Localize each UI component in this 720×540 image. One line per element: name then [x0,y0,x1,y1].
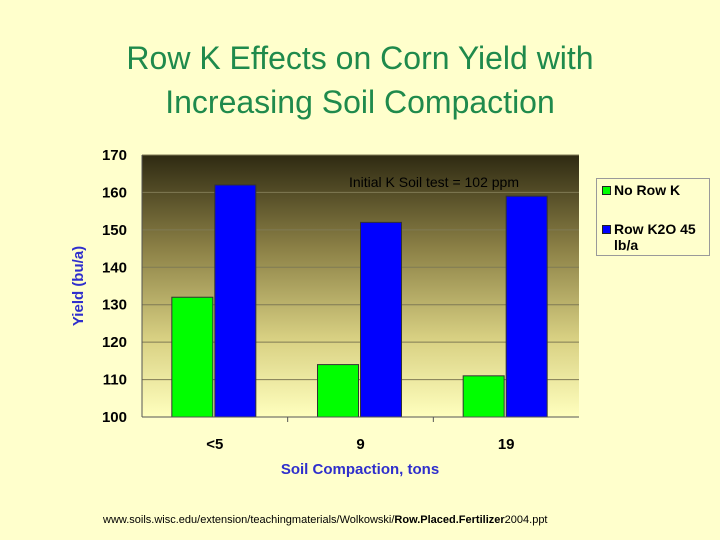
y-tick-label-110: 110 [103,372,127,389]
chart-title-line-1: Row K Effects on Corn Yield with [126,40,594,76]
y-axis-label: Yield (bu/a) [70,246,87,326]
bars [171,184,548,418]
legend-label-row-k2o-text: Row K2O 45 lb/a [614,221,696,253]
chart-title: Row K Effects on Corn Yield with Increas… [0,36,720,124]
y-tick-label-130: 130 [102,297,127,314]
x-axis-label: Soil Compaction, tons [281,461,439,478]
y-tick-label-150: 150 [102,222,127,239]
source-footer: www.soils.wisc.edu/extension/teachingmat… [103,514,548,526]
axes [141,155,579,422]
bar-row-k2o-2 [505,195,548,418]
y-tick-label-120: 120 [102,334,127,351]
legend-label-row-k2o: Row K2O 45 lb/a [614,221,714,253]
bar-no-row-k-2 [462,375,505,418]
bar-row-k2o-0 [214,184,257,418]
x-tick-labels: <5 9 19 [206,436,514,453]
y-tick-label-100: 100 [102,409,127,426]
x-tick-label-1: 9 [356,436,364,453]
footer-prefix: www.soils.wisc.edu/extension/teachingmat… [103,514,395,526]
bar-no-row-k-0 [171,296,214,418]
annotation-text: Initial K Soil test = 102 ppm [349,174,519,190]
legend-swatch-row-k2o [602,225,611,234]
footer-suffix: 2004.ppt [504,514,548,526]
y-tick-labels: 100 110 120 130 140 150 160 170 [102,147,127,426]
x-tick-label-2: 19 [498,436,515,453]
legend: No Row K Row K2O 45 lb/a [596,178,710,256]
y-tick-label-140: 140 [102,259,127,276]
legend-label-no-row-k: No Row K [614,182,681,198]
bar-no-row-k-1 [317,364,359,418]
y-tick-label-160: 160 [102,184,127,201]
x-tick-label-0: <5 [206,436,223,453]
chart-title-line-2: Increasing Soil Compaction [165,84,555,120]
legend-swatch-no-row-k [602,186,611,195]
footer-bold: Row.Placed.Fertilizer [394,514,505,526]
y-tick-label-170: 170 [102,147,127,164]
bar-row-k2o-1 [360,221,402,418]
